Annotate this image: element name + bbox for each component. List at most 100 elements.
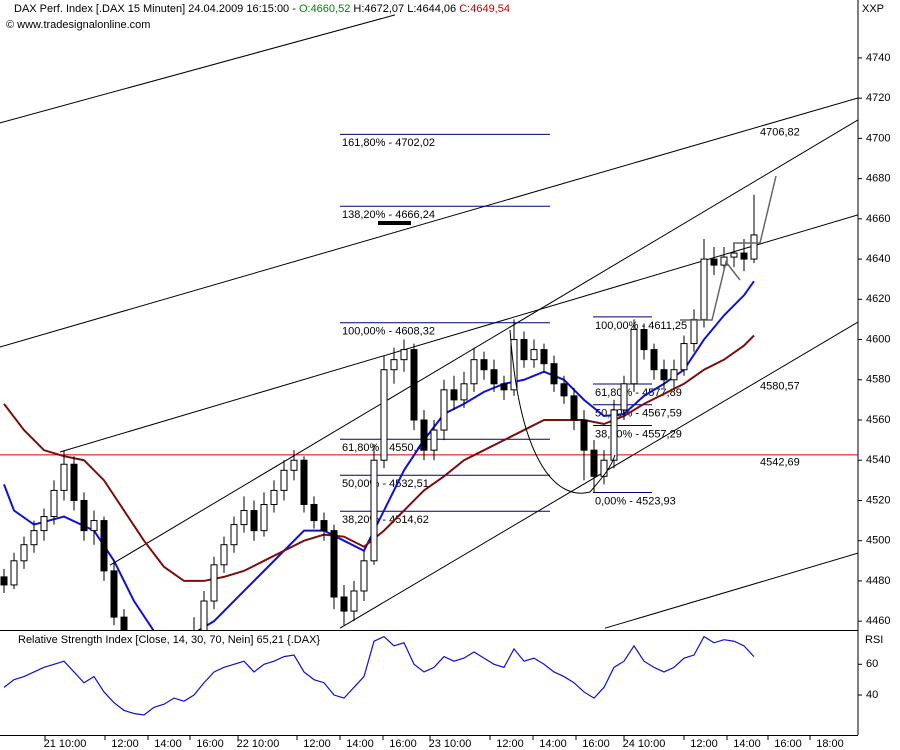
x-tick-label: 14:00 xyxy=(539,738,567,750)
trendline xyxy=(0,97,858,348)
candle-body xyxy=(300,459,308,505)
price-label: 4542,69 xyxy=(760,457,800,469)
x-tick-label: 24 10:00 xyxy=(623,738,666,750)
x-tick-label: 12:00 xyxy=(690,738,718,750)
candle-body xyxy=(250,510,258,532)
candle-body xyxy=(410,349,418,421)
title-open: O:4660,52 xyxy=(299,3,350,15)
candle-body xyxy=(370,459,378,562)
rsi-panel xyxy=(3,635,755,716)
x-tick-label: 12:00 xyxy=(303,738,331,750)
y-tick-label: 4460 xyxy=(866,615,890,627)
candle-body xyxy=(690,318,698,345)
title-high: H:4672,07 xyxy=(350,3,404,15)
candle-body xyxy=(310,503,318,522)
candle-body xyxy=(470,359,478,385)
candle-body xyxy=(740,252,748,260)
candle-body xyxy=(280,469,288,491)
candle-body xyxy=(390,359,398,371)
candle-body xyxy=(650,349,658,371)
x-tick-label: 12:00 xyxy=(111,738,139,750)
x-tick-label: 14:00 xyxy=(346,738,374,750)
candle-body xyxy=(430,429,438,451)
candle-body xyxy=(600,459,608,477)
candle-body xyxy=(610,409,618,461)
candle-body xyxy=(630,328,638,385)
candle-body xyxy=(510,339,518,391)
x-tick-label: 16:00 xyxy=(389,738,417,750)
candle-body xyxy=(120,616,128,630)
candle-body xyxy=(200,600,208,630)
y-tick-label: 4740 xyxy=(866,52,890,64)
y-tick-label: 4620 xyxy=(866,293,890,305)
fib-label: 50,00% - 4567,59 xyxy=(595,408,682,420)
candle-body xyxy=(40,516,48,532)
candle-body xyxy=(490,369,498,385)
x-tick-label: 23 10:00 xyxy=(429,738,472,750)
candle-body xyxy=(480,359,488,371)
candle-body xyxy=(560,383,568,397)
y-tick-label: 4580 xyxy=(866,374,890,386)
candle-body xyxy=(110,570,118,618)
corner-label: XXP xyxy=(862,3,884,15)
rsi-y-tick-label: 60 xyxy=(866,658,878,670)
y-tick-label: 4640 xyxy=(866,253,890,265)
candle-body xyxy=(10,560,18,586)
y-tick-label: 4480 xyxy=(866,575,890,587)
candle-body xyxy=(90,520,98,532)
x-tick-label: 18:00 xyxy=(816,738,844,750)
rsi-title: Relative Strength Index [Close, 14, 30, … xyxy=(18,634,320,646)
candle-body xyxy=(0,576,8,586)
rsi-line xyxy=(3,635,755,716)
trendline xyxy=(109,119,858,566)
arc-drawing xyxy=(509,329,616,494)
candle-body xyxy=(420,419,428,451)
y-tick-label: 4520 xyxy=(866,494,890,506)
trendline xyxy=(604,552,858,629)
candle-body xyxy=(460,383,468,401)
candle-body xyxy=(260,503,268,532)
rsi-axis-label: RSI xyxy=(865,634,883,646)
candle-body xyxy=(590,449,598,477)
candle-body xyxy=(270,489,278,505)
candle-body xyxy=(440,389,448,431)
candle-body xyxy=(80,499,88,532)
y-tick-label: 4540 xyxy=(866,454,890,466)
candle-body xyxy=(100,520,108,572)
y-tick-label: 4680 xyxy=(866,173,890,185)
candle-body xyxy=(540,349,548,365)
candle-body xyxy=(580,419,588,451)
candle-body xyxy=(50,489,58,518)
candle-body xyxy=(680,343,688,371)
candle-body xyxy=(700,258,708,320)
fib-label: 161,80% - 4702,02 xyxy=(342,137,435,149)
candle-body xyxy=(210,564,218,602)
moving-average xyxy=(3,280,755,630)
trendline xyxy=(339,321,858,629)
candle-body xyxy=(230,524,238,546)
candle-body xyxy=(500,383,508,391)
candle-body xyxy=(350,590,358,612)
candle-body xyxy=(450,389,458,401)
x-tick-label: 16:00 xyxy=(774,738,802,750)
trendline xyxy=(59,214,858,453)
y-tick-label: 4500 xyxy=(866,535,890,547)
x-tick-label: 21 10:00 xyxy=(44,738,87,750)
price-panel: 161,80% - 4702,02 138,20% - 4666,24 100,00… xyxy=(0,14,858,630)
x-tick-label: 16:00 xyxy=(582,738,610,750)
title-name: DAX Perf. Index [.DAX 15 Minuten] 24.04.… xyxy=(14,3,299,15)
candle-body xyxy=(290,459,298,471)
candle-body xyxy=(360,560,368,592)
axes: 4460 4480 4500 4520 4540 4560 4580 4600 4620 4640… xyxy=(44,52,891,750)
fib-label: 100,00% - 4608,32 xyxy=(342,326,435,338)
candle-body xyxy=(710,258,718,266)
x-tick-label: 12:00 xyxy=(496,738,524,750)
fib-label: 38,20% - 4514,62 xyxy=(342,514,429,526)
candle-body xyxy=(330,530,338,598)
trendline xyxy=(0,14,396,124)
candle-body xyxy=(20,544,28,562)
candle-body xyxy=(240,510,248,526)
x-tick-label: 16:00 xyxy=(196,738,224,750)
y-tick-label: 4560 xyxy=(866,414,890,426)
